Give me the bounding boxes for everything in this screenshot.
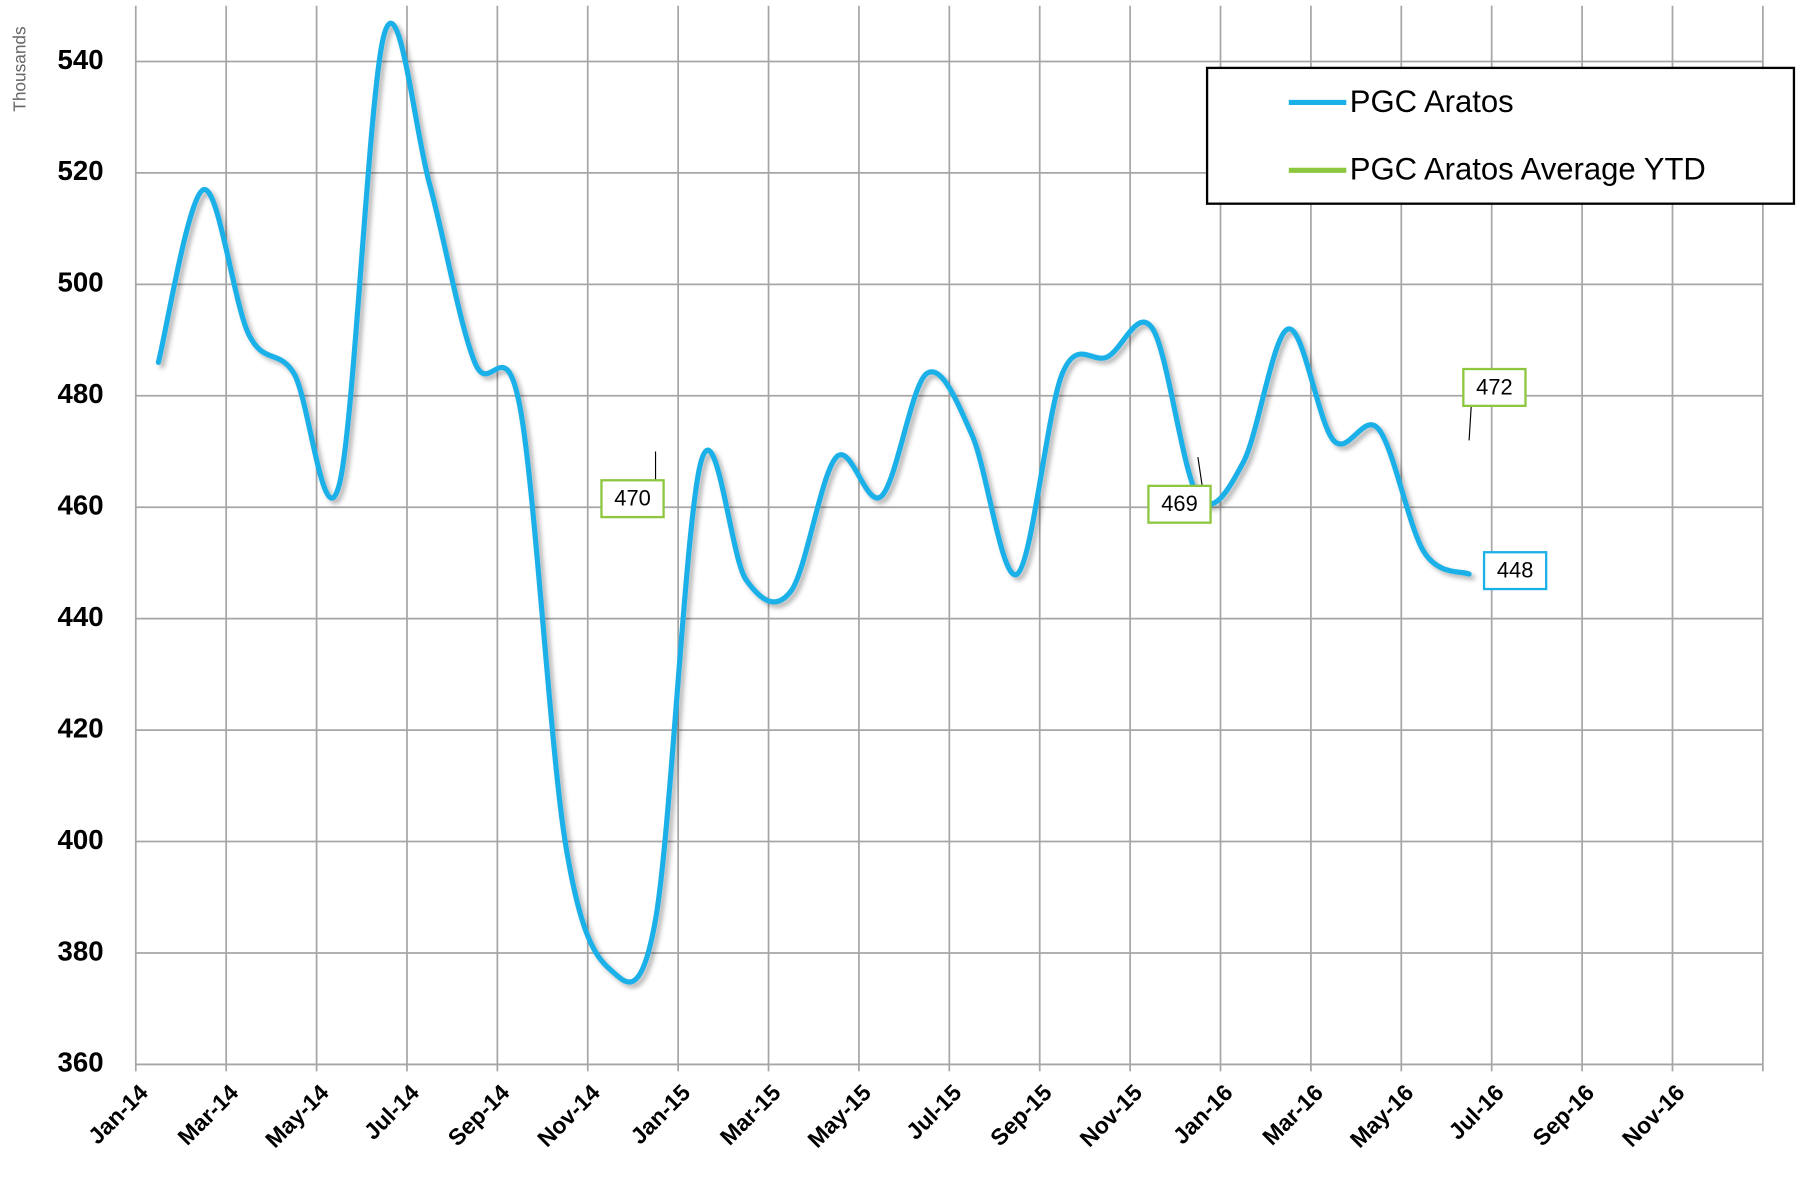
data-label-box [1482,551,1548,591]
x-tick-label: Nov-14 [532,1079,605,1152]
data-label: 472 [1476,374,1512,399]
x-tick-label: Jul-16 [1443,1079,1508,1144]
x-tick-label: Mar-15 [715,1079,786,1150]
x-tick-label: May-15 [802,1079,876,1153]
y-tick-label: 460 [57,490,103,521]
x-tick-label: Sep-16 [1527,1079,1599,1151]
y-tick-label: 440 [57,601,103,632]
data-label: 448 [1497,558,1533,583]
y-tick-label: 360 [57,1047,103,1078]
x-tick-label: Jan-15 [625,1079,695,1149]
x-tick-label: Jul-15 [901,1079,967,1145]
x-tick-label: May-14 [260,1079,334,1153]
x-tick-label: Sep-15 [985,1079,1057,1151]
y-unit-label: Thousands [9,26,29,111]
legend-label: PGC Aratos Average YTD [1350,152,1706,187]
y-tick-label: 520 [57,155,103,186]
y-tick-label: 380 [57,935,103,966]
data-label-box [1147,484,1212,524]
data-label: 469 [1161,491,1197,516]
x-tick-label: Jan-14 [83,1079,153,1149]
leader-line [1197,456,1204,489]
x-tick-label: Sep-14 [443,1079,515,1151]
x-tick-label: Jan-16 [1168,1079,1238,1149]
legend-box [1205,66,1796,205]
data-label-box [600,479,665,519]
y-tick-label: 420 [57,712,103,743]
data-label-box [1462,367,1527,407]
x-tick-label: Nov-15 [1075,1079,1148,1152]
x-tick-label: Jul-14 [359,1079,425,1145]
y-tick-label: 400 [57,824,103,855]
y-tick-label: 480 [57,378,103,409]
leader-line [1468,403,1472,441]
y-tick-label: 500 [57,267,103,298]
y-tick-label: 540 [57,44,103,75]
x-tick-label: Nov-16 [1617,1079,1690,1152]
legend-label: PGC Aratos [1350,84,1514,119]
data-label: 470 [614,486,650,511]
x-tick-label: Mar-14 [172,1079,243,1150]
x-tick-label: Mar-16 [1257,1079,1328,1150]
x-tick-label: May-16 [1345,1079,1419,1153]
